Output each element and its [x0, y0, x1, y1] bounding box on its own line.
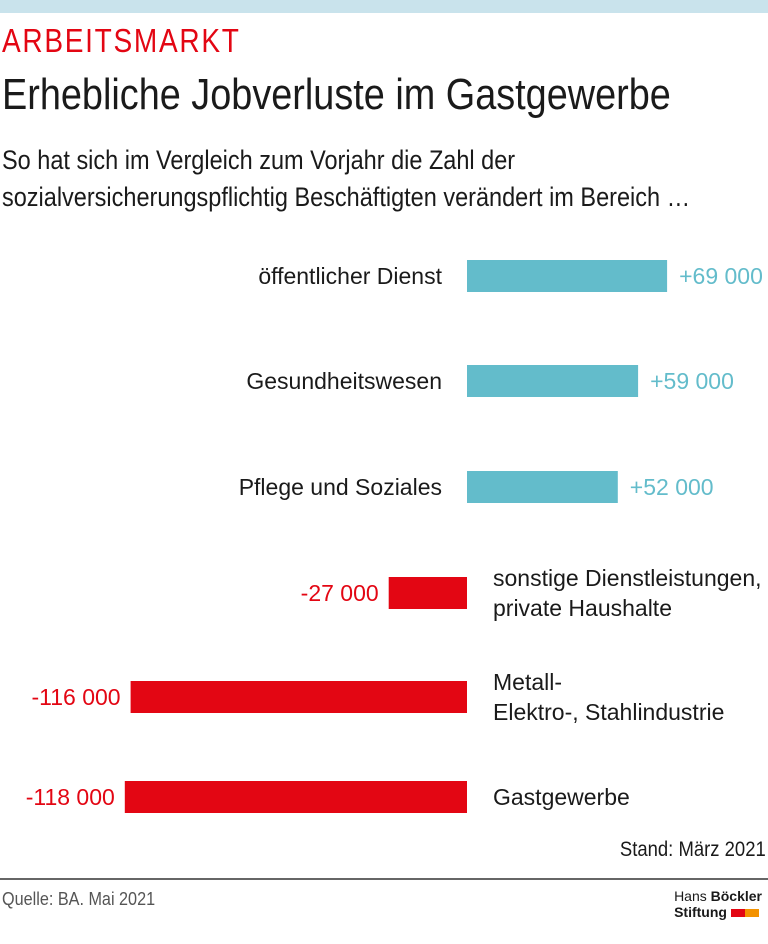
category-label: sonstige Dienstleistungen, private Hausha… [493, 565, 762, 621]
category-label: Metall-Elektro-, Stahlindustrie [493, 669, 724, 725]
bar [124, 781, 468, 813]
stand-note: Stand: März 2021 [620, 838, 766, 861]
source-note: Quelle: BA. Mai 2021 [2, 889, 156, 909]
top-bar [0, 0, 768, 13]
value-label: +52 000 [630, 474, 714, 500]
category-label: Gastgewerbe [493, 784, 630, 810]
kicker: ARBEITSMARKT [2, 22, 241, 59]
value-label: -116 000 [32, 684, 121, 710]
value-label: +59 000 [650, 368, 734, 394]
category-label: Pflege und Soziales [239, 474, 442, 500]
chart-title: Erhebliche Jobverluste im Gastgewerbe [2, 70, 671, 119]
value-label: -118 000 [26, 784, 115, 810]
bar [130, 681, 467, 713]
logo: Hans Böckler Stiftung [674, 888, 762, 920]
category-label: Gesundheitswesen [246, 368, 442, 394]
bar [467, 365, 639, 397]
value-label: +69 000 [679, 263, 763, 289]
value-label: -27 000 [301, 580, 379, 606]
bar [388, 577, 467, 609]
category-label: öffentlicher Dienst [258, 263, 442, 289]
divider [0, 878, 768, 880]
bar [467, 260, 668, 292]
bar [467, 471, 618, 503]
chart-subtitle: So hat sich im Vergleich zum Vorjahr die… [2, 145, 691, 212]
